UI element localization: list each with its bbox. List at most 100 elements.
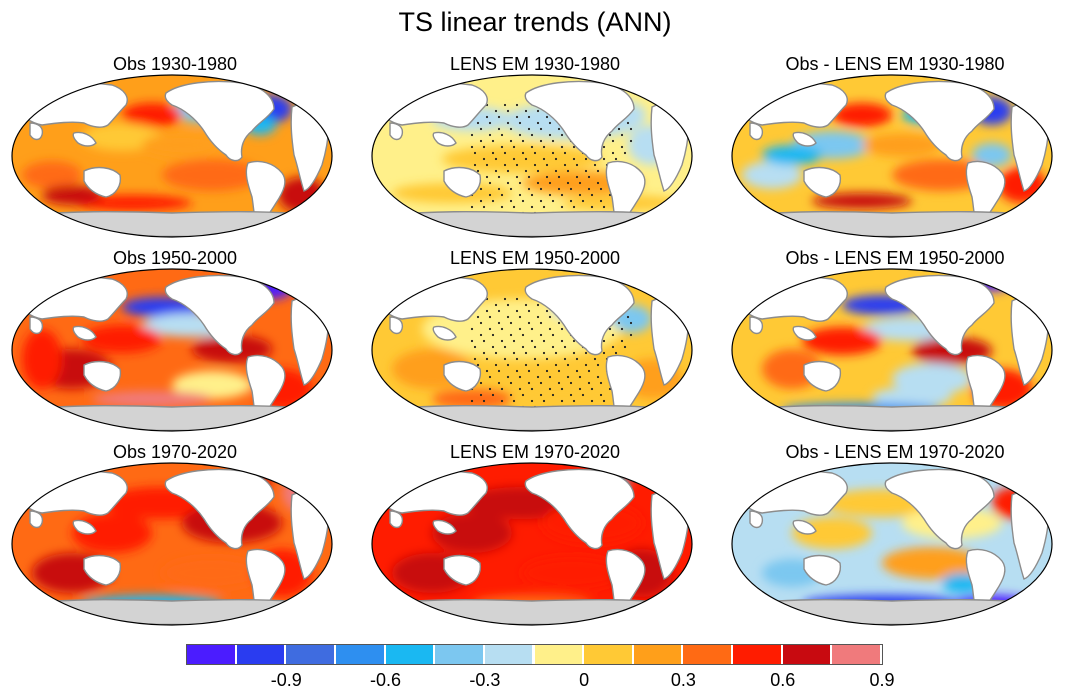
- colorbar-swatch: [235, 644, 286, 665]
- trend-anomaly: [832, 103, 892, 127]
- landmass-seasia: [432, 325, 457, 341]
- landmass-greenland: [273, 78, 303, 99]
- colorbar-swatch: [732, 644, 782, 665]
- trend-anomaly: [82, 325, 162, 353]
- colorbar-tick-label: -0.6: [370, 670, 402, 690]
- map-panel: Obs 1950-2000: [8, 248, 342, 432]
- panel-title: LENS EM 1950-2000: [449, 248, 621, 268]
- trend-anomaly: [762, 145, 822, 165]
- trend-anomaly: [872, 387, 952, 407]
- landmass-antarctica: [28, 598, 316, 625]
- trend-map: [11, 74, 333, 238]
- landmass-antarctica: [748, 404, 1036, 431]
- landmass-australia: [803, 360, 842, 392]
- landmass-seasia: [792, 325, 817, 341]
- trend-anomaly: [172, 371, 252, 399]
- colorbar-swatch: [533, 644, 584, 665]
- map-border: [731, 74, 1053, 238]
- landmass-asia: [733, 81, 848, 128]
- map-panel: LENS EM 1970-2020: [368, 442, 702, 626]
- landmass-seasia: [432, 131, 457, 147]
- figure-title: TS linear trends (ANN): [398, 7, 672, 37]
- landmass-australia: [443, 554, 482, 586]
- colorbar-swatch: [384, 644, 435, 665]
- panel-title: Obs - LENS EM 1930-1980: [785, 54, 1005, 74]
- colorbar-swatch: [831, 644, 881, 665]
- trend-anomaly: [812, 193, 912, 209]
- map-panel: Obs - LENS EM 1950-2000: [728, 248, 1062, 432]
- landmass-india: [29, 122, 44, 141]
- trend-map: [731, 74, 1053, 238]
- trend-anomaly: [122, 103, 182, 127]
- landmass-australia: [803, 166, 842, 198]
- colorbar-swatch: [186, 644, 236, 665]
- landmass-india: [29, 316, 44, 335]
- trend-map: [731, 268, 1053, 432]
- landmass-asia: [373, 469, 488, 516]
- panel-title: Obs 1930-1980: [112, 54, 238, 74]
- map-border: [371, 462, 693, 626]
- landmass-india: [749, 122, 764, 141]
- landmass-greenland: [273, 466, 303, 487]
- map-border: [731, 462, 1053, 626]
- trend-map: [731, 462, 1053, 626]
- colorbar-swatch: [682, 644, 733, 665]
- map-border: [731, 268, 1053, 432]
- landmass-greenland: [633, 466, 663, 487]
- panel-title: Obs 1950-2000: [112, 248, 238, 268]
- landmass-seasia: [72, 519, 97, 535]
- landmass-asia: [373, 275, 488, 322]
- landmass-asia: [13, 275, 128, 322]
- trend-map: [371, 462, 693, 626]
- landmass-australia: [443, 166, 482, 198]
- landmass-seasia: [792, 519, 817, 535]
- map-panel: LENS EM 1930-1980: [368, 54, 702, 238]
- trend-anomaly: [142, 133, 222, 157]
- map-panel: Obs - LENS EM 1930-1980: [728, 54, 1062, 238]
- colorbar-tick-label: 0.6: [770, 670, 796, 690]
- map-panel: LENS EM 1950-2000: [368, 248, 702, 432]
- landmass-india: [389, 316, 404, 335]
- landmass-india: [29, 510, 44, 529]
- landmass-antarctica: [388, 598, 676, 625]
- trend-anomaly: [862, 133, 942, 157]
- panel-title: Obs - LENS EM 1970-2020: [785, 442, 1005, 462]
- landmass-antarctica: [388, 210, 676, 237]
- landmass-antarctica: [748, 598, 1036, 625]
- landmass-india: [389, 510, 404, 529]
- trend-anomaly: [22, 329, 62, 389]
- landmass-asia: [13, 81, 128, 128]
- colorbar-swatch: [285, 644, 335, 665]
- landmass-antarctica: [28, 210, 316, 237]
- landmass-australia: [83, 166, 122, 198]
- trend-map: [11, 462, 333, 626]
- landmass-india: [389, 122, 404, 141]
- panel-title: Obs 1970-2020: [112, 442, 238, 462]
- landmass-asia: [733, 469, 848, 516]
- map-border: [11, 74, 333, 238]
- map-panel: Obs 1970-2020: [8, 442, 342, 626]
- trend-anomaly: [742, 161, 802, 189]
- map-panel: Obs - LENS EM 1970-2020: [728, 442, 1062, 626]
- colorbar-swatch: [583, 644, 633, 665]
- landmass-greenland: [633, 272, 663, 293]
- colorbar-swatch: [632, 644, 683, 665]
- landmass-antarctica: [388, 404, 676, 431]
- landmass-australia: [803, 554, 842, 586]
- landmass-antarctica: [748, 210, 1036, 237]
- map-border: [11, 462, 333, 626]
- landmass-greenland: [993, 272, 1023, 293]
- trend-anomaly: [432, 389, 512, 409]
- colorbar: [186, 644, 883, 665]
- landmass-australia: [83, 554, 122, 586]
- landmass-asia: [13, 469, 128, 516]
- trend-anomaly: [162, 557, 262, 589]
- trend-anomaly: [392, 183, 512, 203]
- landmass-antarctica: [28, 404, 316, 431]
- landmass-australia: [83, 360, 122, 392]
- trend-anomaly: [512, 389, 632, 409]
- trend-anomaly: [72, 513, 152, 553]
- landmass-greenland: [993, 78, 1023, 99]
- colorbar-swatch: [434, 644, 484, 665]
- landmass-india: [749, 510, 764, 529]
